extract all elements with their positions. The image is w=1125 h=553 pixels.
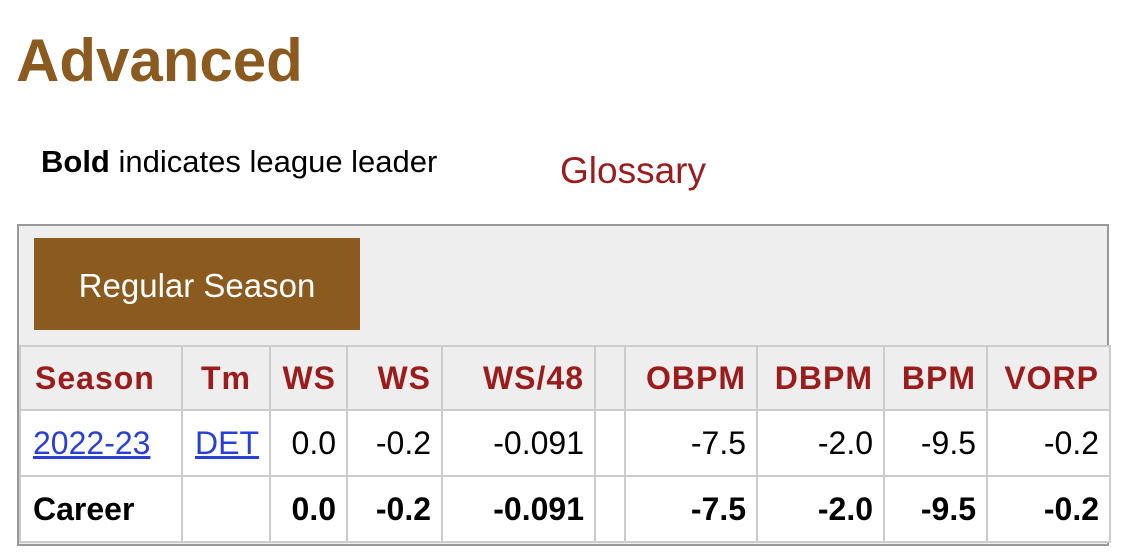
note: Bold indicates league leader	[41, 144, 437, 180]
stats-table: Season Tm WS WS WS/48 OBPM DBPM BPM VORP 2022-23…	[19, 345, 1111, 543]
table-cell: -0.091	[441, 475, 596, 543]
spacer-cell	[594, 409, 626, 477]
table-cell: -2.0	[756, 409, 885, 477]
note-bold: Bold	[41, 144, 110, 179]
column-header: Tm	[181, 345, 271, 411]
column-header: OBPM	[624, 345, 758, 411]
table-cell: -9.5	[883, 409, 988, 477]
table-cell: -0.091	[441, 409, 596, 477]
column-header: Season	[19, 345, 183, 411]
season-link[interactable]: 2022-23	[33, 424, 151, 461]
column-header: DBPM	[756, 345, 885, 411]
spacer-cell	[594, 475, 626, 543]
glossary-link[interactable]: Glossary	[560, 150, 706, 191]
table-body: 2022-23 DET 0.0 -0.2 -0.091 -7.5 -2.0 -9.5 -0.2 C…	[19, 409, 1111, 543]
career-row: Career 0.0 -0.2 -0.091 -7.5 -2.0 -9.5 -0.2	[19, 475, 1111, 543]
tab-button[interactable]: Regular Season	[34, 238, 360, 330]
table-cell: 0.0	[269, 475, 348, 543]
column-header: WS	[269, 345, 348, 411]
table-cell: -2.0	[756, 475, 885, 543]
table-cell: -0.2	[346, 409, 443, 477]
table-cell: -7.5	[624, 409, 758, 477]
empty-cell	[181, 475, 271, 543]
career-label: Career	[19, 475, 183, 543]
table-cell: DET	[181, 409, 271, 477]
table-cell: -0.2	[346, 475, 443, 543]
column-header: VORP	[986, 345, 1111, 411]
column-header: WS	[346, 345, 443, 411]
column-header: WS/48	[441, 345, 596, 411]
table-container: Regular Season Season Tm WS WS WS/48 OBPM DBPM…	[17, 224, 1111, 546]
note-text: indicates league leader	[118, 144, 438, 179]
spacer-header	[594, 345, 626, 411]
table-cell: 2022-23	[19, 409, 183, 477]
team-link[interactable]: DET	[195, 424, 259, 461]
table-cell: -0.2	[986, 409, 1111, 477]
table-cell: -0.2	[986, 475, 1111, 543]
section-title: Advanced	[16, 27, 303, 94]
table-cell: -7.5	[624, 475, 758, 543]
header-row: Season Tm WS WS WS/48 OBPM DBPM BPM VORP	[19, 345, 1111, 411]
table-row: 2022-23 DET 0.0 -0.2 -0.091 -7.5 -2.0 -9.5 -0.2	[19, 409, 1111, 477]
table-cell: 0.0	[269, 409, 348, 477]
column-header: BPM	[883, 345, 988, 411]
table-cell: -9.5	[883, 475, 988, 543]
